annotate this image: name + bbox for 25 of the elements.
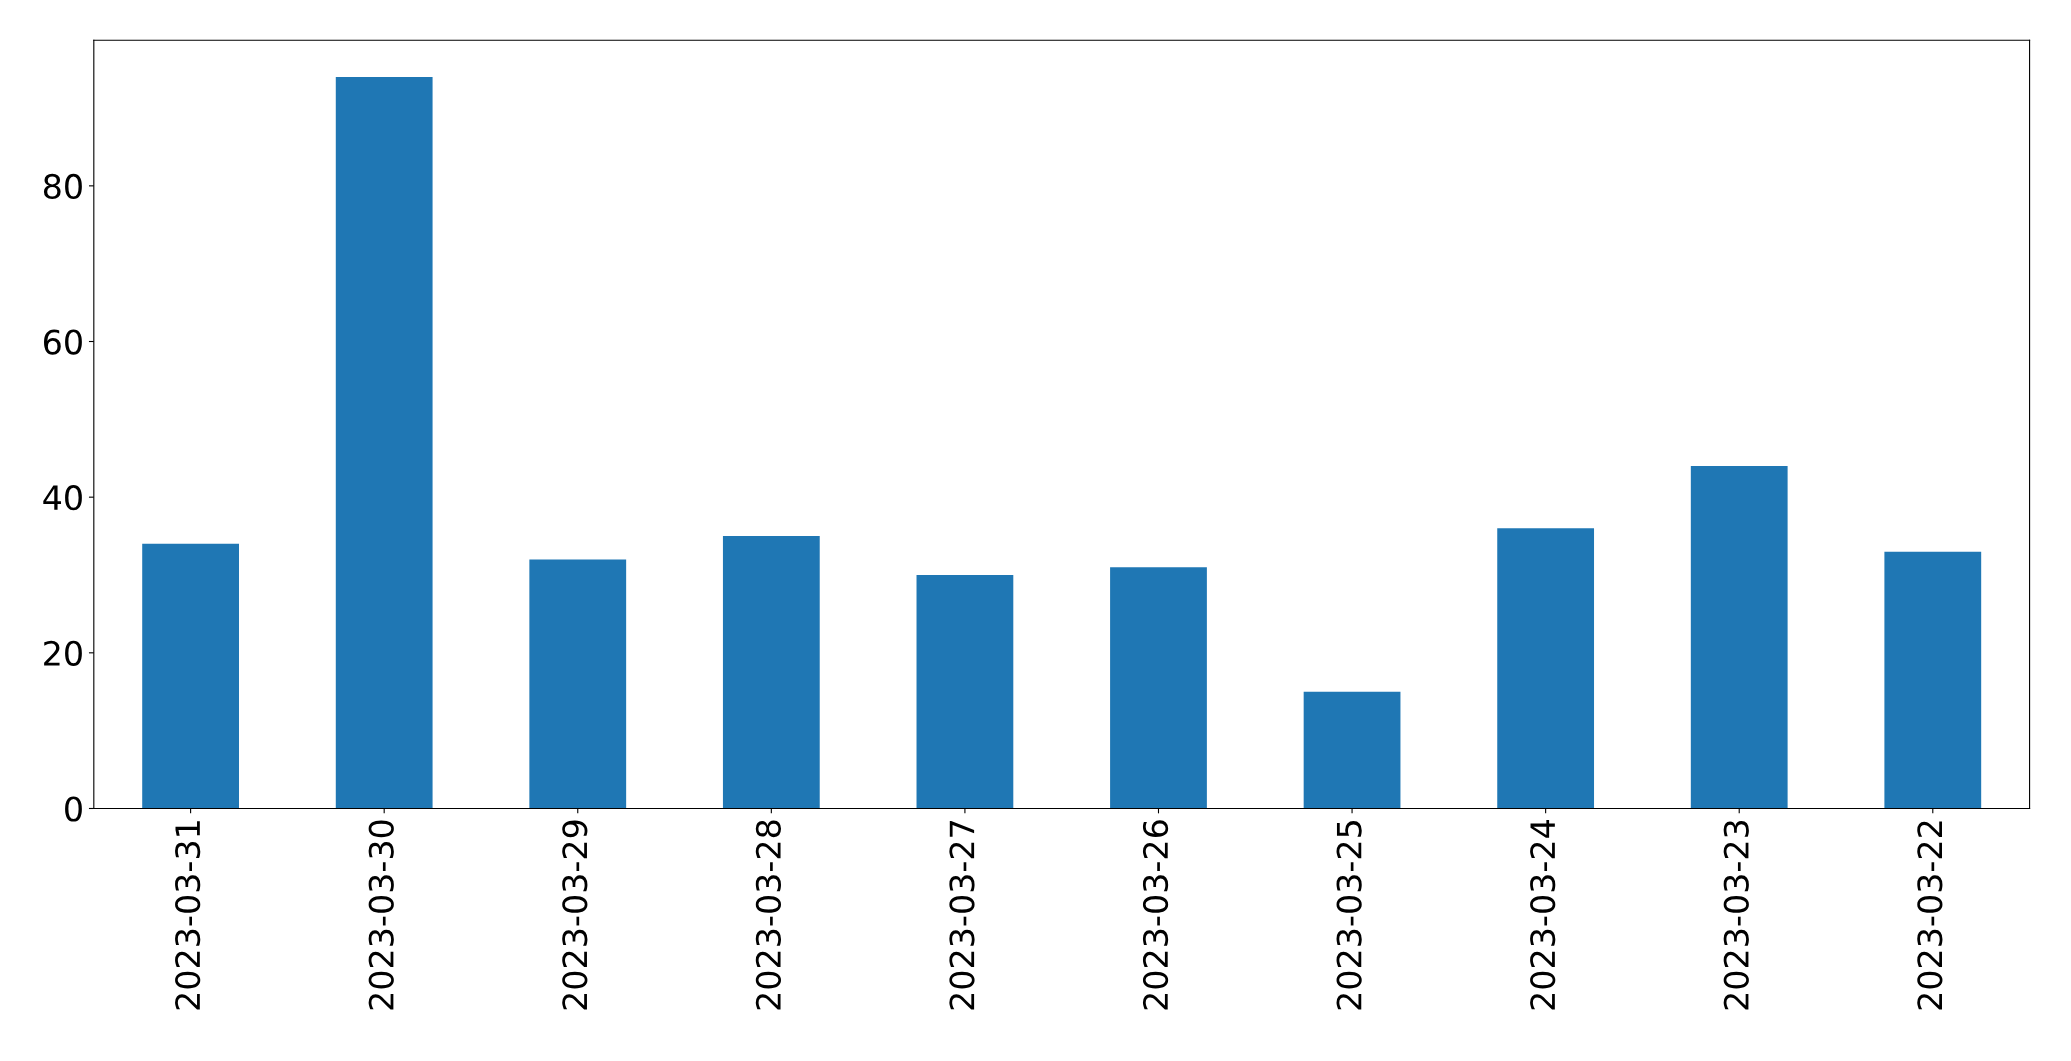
y-tick-label: 20 (44, 640, 82, 666)
bar (1110, 567, 1207, 809)
bar (142, 543, 239, 809)
bar (529, 559, 627, 809)
x-tick-label: 2023-03-27 (949, 821, 975, 1010)
x-tick-label: 2023-03-31 (175, 821, 201, 1010)
bar (916, 575, 1014, 809)
bar (1497, 528, 1595, 809)
x-tick-label: 2023-03-29 (562, 820, 588, 1010)
bar (335, 76, 433, 809)
y-tick-label: 80 (43, 173, 82, 199)
x-tick-label: 2023-03-30 (368, 820, 394, 1010)
y-tick-label: 40 (43, 485, 82, 511)
x-tick-label: 2023-03-23 (1723, 820, 1749, 1010)
bar (1303, 691, 1401, 809)
y-tick-label: 60 (44, 329, 82, 355)
x-tick-label: 2023-03-24 (1530, 820, 1556, 1010)
y-tick-label: 0 (65, 796, 82, 822)
bar (1690, 466, 1788, 809)
x-tick-label: 2023-03-28 (755, 820, 782, 1010)
bar (722, 536, 820, 809)
bar (1884, 551, 1982, 809)
x-tick-label: 2023-03-26 (1142, 820, 1169, 1010)
x-tick-label: 2023-03-22 (1917, 821, 1943, 1010)
x-tick-label: 2023-03-25 (1336, 821, 1362, 1010)
